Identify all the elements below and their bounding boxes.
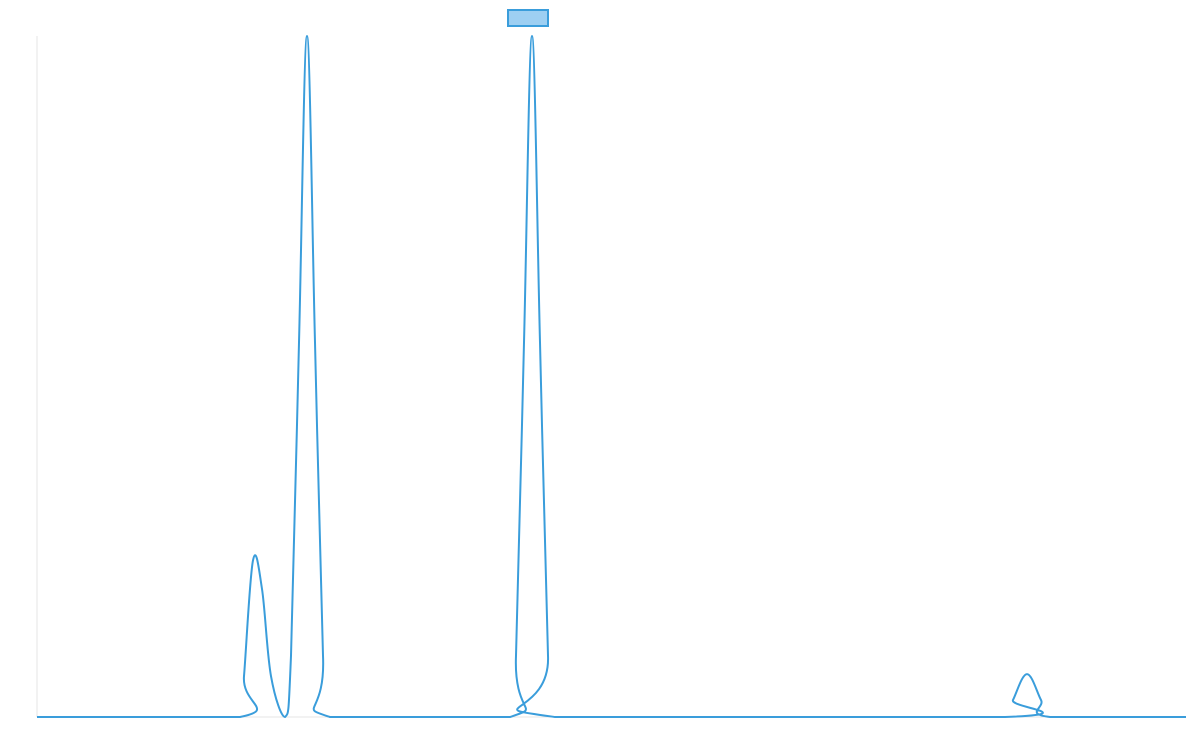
series-line-0 — [36, 35, 1186, 719]
legend — [507, 9, 549, 27]
series-layer — [36, 35, 1186, 719]
legend-swatch[interactable] — [507, 9, 549, 27]
